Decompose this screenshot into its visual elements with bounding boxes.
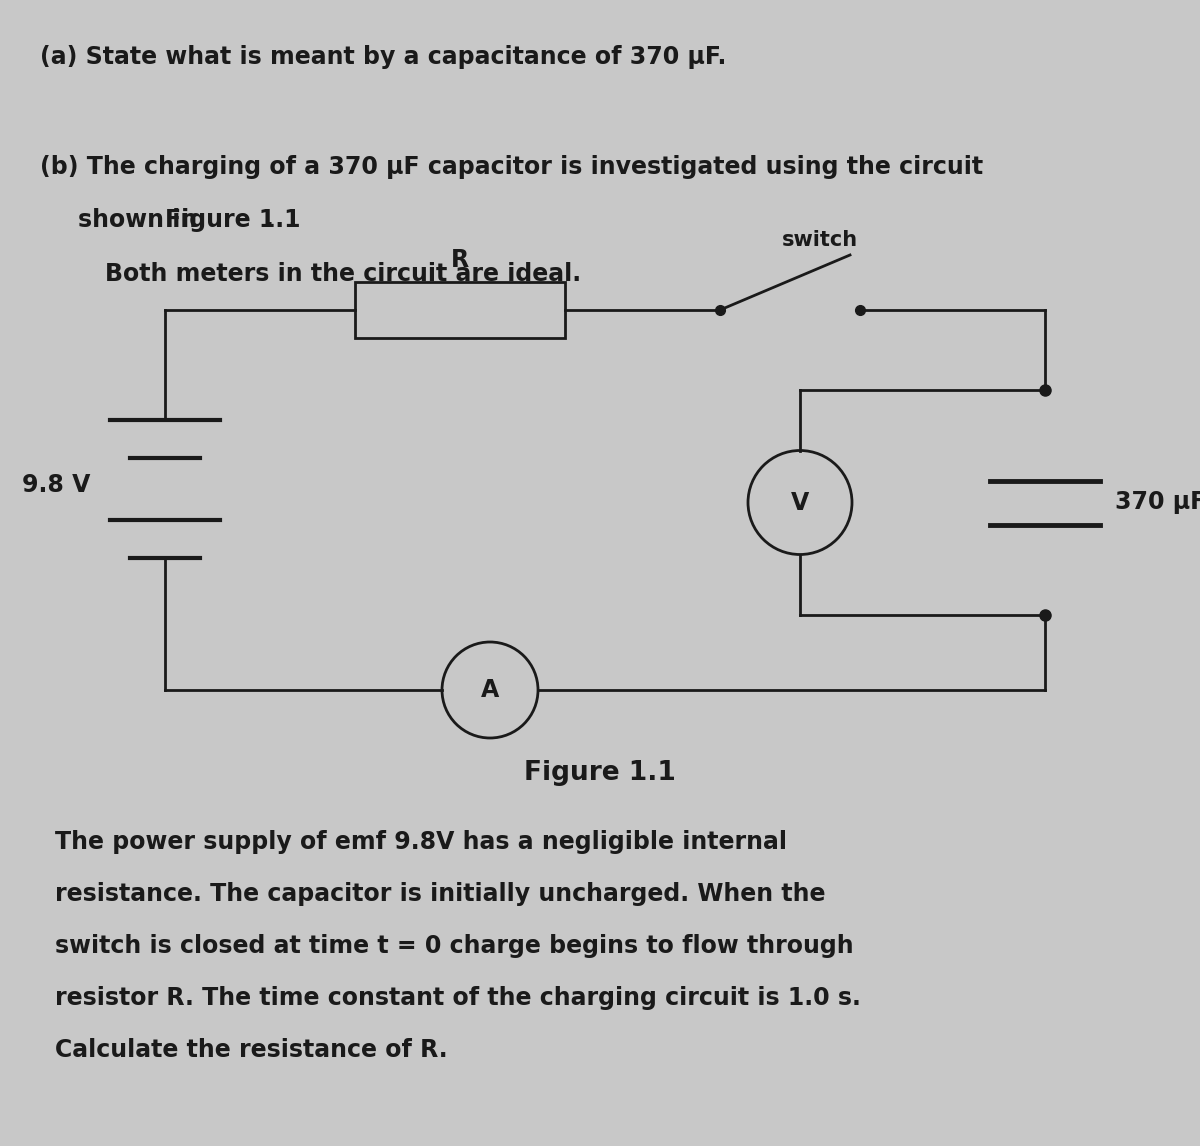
Text: V: V (791, 490, 809, 515)
Text: Both meters in the circuit are ideal.: Both meters in the circuit are ideal. (106, 262, 581, 286)
Text: switch: switch (782, 230, 858, 250)
Text: Calculate the resistance of R.: Calculate the resistance of R. (55, 1038, 448, 1062)
Text: (a) State what is meant by a capacitance of 370 μF.: (a) State what is meant by a capacitance… (40, 45, 726, 69)
Text: .: . (265, 209, 274, 231)
Text: 370 μF: 370 μF (1115, 490, 1200, 515)
Text: The power supply of emf 9.8V has a negligible internal: The power supply of emf 9.8V has a negli… (55, 830, 787, 854)
Text: Figure 1.1: Figure 1.1 (524, 760, 676, 786)
Text: shown in: shown in (78, 209, 205, 231)
Text: R: R (451, 248, 469, 272)
Bar (355, 282, 565, 338)
Text: A: A (481, 678, 499, 702)
Text: 9.8 V: 9.8 V (22, 473, 90, 497)
Text: Figure 1.1: Figure 1.1 (166, 209, 300, 231)
Text: resistance. The capacitor is initially uncharged. When the: resistance. The capacitor is initially u… (55, 882, 826, 906)
Text: (b) The charging of a 370 μF capacitor is investigated using the circuit: (b) The charging of a 370 μF capacitor i… (40, 155, 983, 179)
Text: switch is closed at time t = 0 charge begins to flow through: switch is closed at time t = 0 charge be… (55, 934, 853, 958)
Text: resistor R. The time constant of the charging circuit is 1.0 s.: resistor R. The time constant of the cha… (55, 986, 860, 1010)
